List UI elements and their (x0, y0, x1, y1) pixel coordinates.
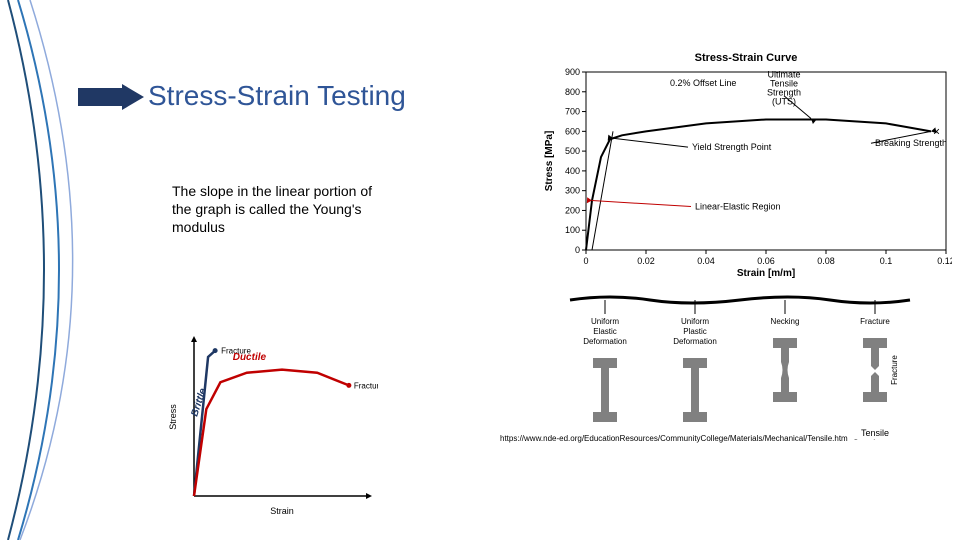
svg-text:0: 0 (583, 256, 588, 266)
small-chart-svg: StressStrainFractureBrittleFractureDucti… (158, 330, 378, 520)
svg-text:Strain [m/m]: Strain [m/m] (737, 268, 795, 279)
svg-text:900: 900 (565, 67, 580, 77)
svg-text:Uniform: Uniform (591, 317, 619, 326)
svg-text:Elastic: Elastic (593, 327, 617, 336)
stress-strain-chart: Stress-Strain Curve 0 100 200 300 400 500 600 7… (540, 52, 952, 282)
svg-text:Strain: Strain (270, 506, 294, 516)
svg-text:Ductile: Ductile (233, 352, 267, 363)
tensile-specimens-diagram: UniformElasticDeformationUniformPlasticD… (560, 290, 920, 440)
svg-text:400: 400 (565, 166, 580, 176)
svg-text:0.06: 0.06 (757, 256, 775, 266)
svg-text:800: 800 (565, 87, 580, 97)
chart-svg: 0 100 200 300 400 500 600 700 800 900 0 0.02 0.04 0.0… (540, 66, 952, 280)
brittle-ductile-chart: StressStrainFractureBrittleFractureDucti… (158, 330, 378, 520)
svg-text:Deformation: Deformation (673, 337, 717, 346)
svg-text:Breaking Strength: Breaking Strength (875, 138, 947, 148)
svg-text:600: 600 (565, 126, 580, 136)
chart-title: Stress-Strain Curve (540, 52, 952, 64)
svg-text:Stress: Stress (168, 404, 178, 430)
svg-text:300: 300 (565, 186, 580, 196)
svg-text:Fracture: Fracture (354, 381, 378, 390)
svg-text:Plastic: Plastic (683, 327, 707, 336)
svg-text:Yield Strength Point: Yield Strength Point (692, 142, 772, 152)
svg-text:200: 200 (565, 205, 580, 215)
svg-text:Deformation: Deformation (583, 337, 627, 346)
svg-text:0.04: 0.04 (697, 256, 715, 266)
svg-text:Stress [MPa]: Stress [MPa] (544, 131, 555, 192)
title-arrow-icon (78, 84, 144, 110)
svg-text:0.2% Offset Line: 0.2% Offset Line (670, 78, 736, 88)
citation-url: https://www.nde-ed.org/EducationResource… (500, 434, 848, 443)
svg-text:Linear-Elastic Region: Linear-Elastic Region (695, 201, 781, 211)
svg-text:Specimens: Specimens (853, 438, 898, 440)
svg-text:Uniform: Uniform (681, 317, 709, 326)
svg-text:100: 100 (565, 225, 580, 235)
svg-text:(UTS): (UTS) (772, 97, 796, 107)
svg-text:Fracture: Fracture (890, 355, 899, 385)
svg-text:0.12: 0.12 (937, 256, 952, 266)
svg-text:0.1: 0.1 (880, 256, 893, 266)
svg-text:500: 500 (565, 146, 580, 156)
svg-text:0.08: 0.08 (817, 256, 835, 266)
svg-text:Necking: Necking (771, 317, 800, 326)
svg-text:700: 700 (565, 107, 580, 117)
slide-decor-curves (0, 0, 140, 540)
svg-text:0.02: 0.02 (637, 256, 655, 266)
specimens-svg: UniformElasticDeformationUniformPlasticD… (560, 290, 920, 440)
svg-text:Tensile: Tensile (861, 428, 889, 438)
svg-text:0: 0 (575, 245, 580, 255)
slide-body-text: The slope in the linear portion of the g… (172, 182, 372, 237)
slide-title: Stress-Strain Testing (148, 80, 406, 112)
svg-text:Fracture: Fracture (860, 317, 890, 326)
